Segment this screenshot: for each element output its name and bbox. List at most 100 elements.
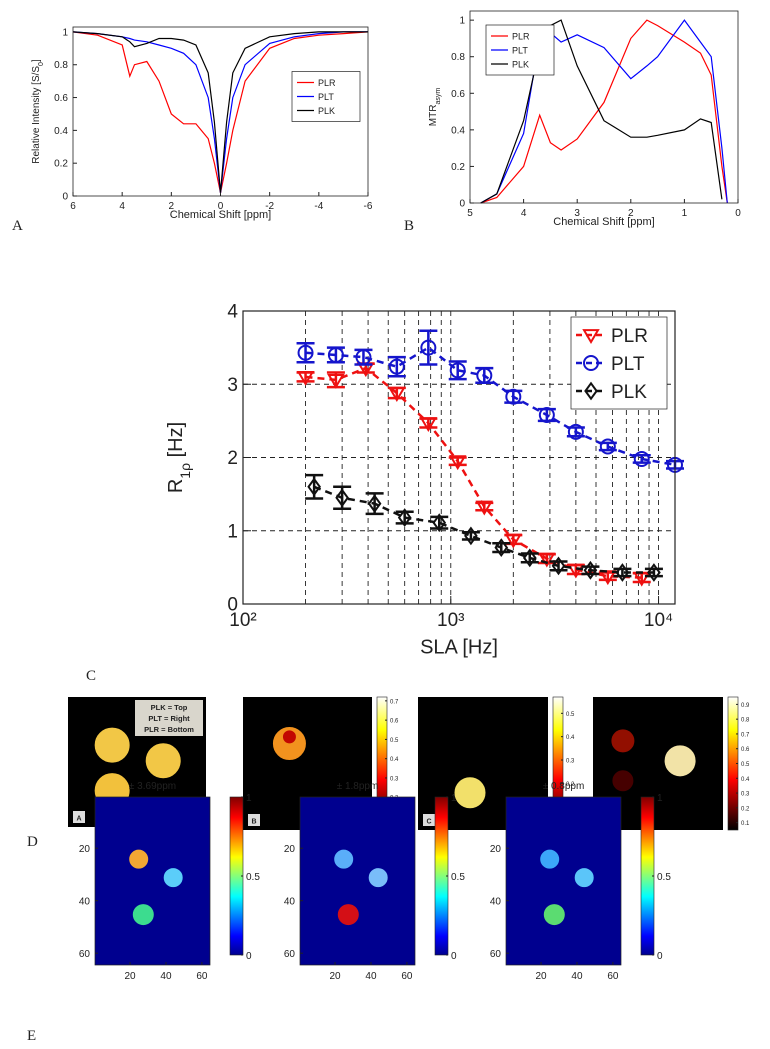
image-panel: ± 1.8ppm 20 40 60 20 40 60 0 0.5 1 — [284, 781, 465, 982]
error-bar — [520, 552, 539, 564]
error-bar — [492, 541, 511, 554]
marker — [504, 533, 523, 549]
plot: 10² 10³ 10⁴ 0 1 2 3 4 SLA [Hz] R1ρ [Hz] PLR PLT PLK — [165, 302, 684, 658]
axes-frame — [469, 10, 739, 204]
x-tick-label: 10³ — [437, 610, 464, 631]
region — [132, 904, 154, 926]
region — [543, 904, 565, 926]
annotation: PLR = Bottom — [144, 725, 194, 734]
image — [300, 797, 415, 965]
colorbar-tick-label: 0.8 — [741, 718, 750, 724]
y-axis-label-part: 0 — [38, 62, 45, 66]
error-bar — [430, 515, 449, 530]
series-line — [305, 366, 642, 579]
image-title: ± 3.69ppm — [129, 781, 176, 792]
series-line — [480, 19, 728, 204]
y-axis-label: MTRasym — [428, 88, 442, 127]
image — [506, 797, 621, 965]
region — [574, 868, 594, 888]
region — [94, 727, 130, 763]
annotation-box — [135, 700, 203, 736]
marker — [355, 349, 372, 366]
plot: 5 4 3 2 1 0 0 0.2 0.4 0.6 0.8 1 Chemical Shift [ppm]… — [428, 10, 741, 228]
region — [282, 730, 296, 744]
series-line — [72, 31, 369, 193]
error-bar — [537, 407, 556, 423]
x-tick-label: -4 — [314, 201, 323, 212]
colorbar-tick-label: 1 — [451, 793, 457, 804]
inset-label: B — [251, 819, 256, 826]
region — [163, 868, 183, 888]
y-tick-label: 20 — [79, 844, 91, 855]
legend-label: PLT — [318, 92, 334, 102]
region — [664, 745, 696, 777]
marker — [599, 438, 616, 455]
x-tick-label: 3 — [574, 208, 580, 219]
y-tick-label: 0 — [459, 199, 465, 210]
x-tick-label: 6 — [70, 201, 76, 212]
error-bar — [581, 565, 600, 576]
y-tick-label: 3 — [227, 375, 238, 396]
x-tick-label: 40 — [160, 971, 172, 982]
legend-label: PLT — [512, 46, 528, 56]
colorbar-tick-label: 0.5 — [741, 762, 750, 768]
marker — [551, 556, 566, 576]
legend-label: PLR — [611, 326, 648, 347]
series-line — [313, 485, 654, 574]
x-tick-label: 10⁴ — [644, 610, 673, 631]
region — [272, 727, 306, 761]
colorbar-tick-label: 0.3 — [566, 759, 575, 765]
y-axis-label-part: 1ρ — [177, 463, 193, 479]
error-bar — [461, 530, 480, 541]
x-axis-label: Chemical Shift [ppm] — [170, 209, 271, 221]
axes-frame — [72, 26, 369, 197]
region — [368, 868, 388, 888]
y-tick-label: 20 — [490, 844, 502, 855]
panel-label: C — [86, 668, 96, 684]
marker — [327, 373, 345, 389]
x-tick-label: 40 — [571, 971, 583, 982]
marker — [647, 563, 661, 582]
marker — [494, 538, 509, 557]
legend-marker — [582, 329, 600, 344]
colorbar-tick-label: 0.3 — [390, 776, 399, 782]
image-title: ± 1.8ppm — [337, 781, 379, 792]
y-tick-label: 0.6 — [451, 89, 465, 100]
x-tick-label: 2 — [169, 201, 175, 212]
colorbar-tick-label: 0.5 — [246, 872, 260, 883]
marker — [388, 387, 406, 403]
inset-label-box — [248, 814, 260, 826]
marker — [297, 344, 314, 361]
x-tick-label: 2 — [628, 208, 634, 219]
colorbar-tick-label: 0.6 — [390, 719, 399, 725]
series-line — [72, 31, 368, 193]
marker — [476, 367, 493, 384]
y-tick-label: 60 — [490, 949, 502, 960]
marker — [583, 560, 598, 580]
series-line — [72, 31, 368, 193]
colorbar-tick-label: 0.7 — [741, 732, 750, 738]
y-axis-label: R1ρ [Hz] — [165, 422, 193, 493]
x-tick-label: 5 — [467, 208, 473, 219]
x-tick-label: 40 — [365, 971, 377, 982]
legend-marker — [583, 355, 599, 371]
series-line — [480, 19, 723, 204]
x-tick-label: 0 — [218, 201, 224, 212]
colorbar-tick-label: 0.4 — [741, 777, 750, 783]
marker — [432, 513, 447, 533]
marker — [388, 358, 405, 375]
image-title: ± 0.8ppm — [543, 781, 585, 792]
y-tick-label: 60 — [79, 949, 91, 960]
region — [454, 777, 486, 809]
legend-label: PLK — [611, 382, 647, 403]
error-bar — [613, 567, 632, 578]
y-axis-label-part: ] — [31, 59, 42, 62]
marker — [505, 388, 522, 405]
marker — [367, 494, 382, 514]
inset-label: C — [426, 819, 431, 826]
x-tick-label: 60 — [607, 971, 619, 982]
x-tick-label: 1 — [682, 208, 688, 219]
marker — [420, 339, 437, 356]
marker — [567, 563, 585, 579]
legend-label: PLK — [318, 106, 335, 116]
